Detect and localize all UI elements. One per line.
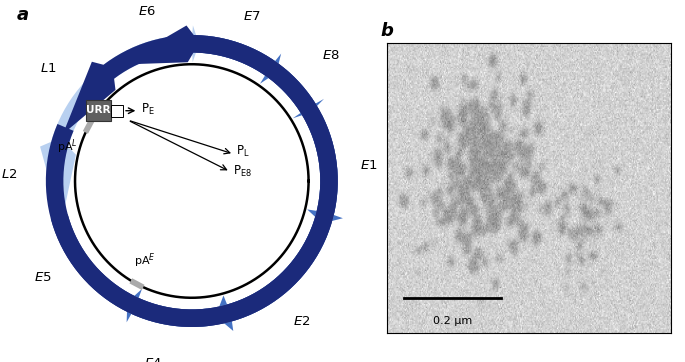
Text: a: a: [16, 6, 29, 24]
Bar: [112, 105, 123, 117]
Text: $\it{E7}$: $\it{E7}$: [243, 10, 260, 23]
Text: pA$^E$: pA$^E$: [134, 252, 156, 270]
Text: URR: URR: [86, 105, 111, 114]
Text: 0.2 μm: 0.2 μm: [433, 316, 472, 326]
Text: $\it{E2}$: $\it{E2}$: [292, 315, 310, 328]
Text: P$_\mathrm{E}$: P$_\mathrm{E}$: [140, 102, 154, 117]
Text: P$_\mathrm{L}$: P$_\mathrm{L}$: [236, 144, 250, 159]
Text: P$_\mathrm{E8}$: P$_\mathrm{E8}$: [233, 164, 251, 179]
Polygon shape: [127, 289, 210, 327]
Text: $\it{E1}$: $\it{E1}$: [360, 159, 378, 172]
Bar: [129, 278, 145, 290]
Polygon shape: [206, 36, 281, 84]
Polygon shape: [306, 115, 343, 223]
Text: $\it{L1}$: $\it{L1}$: [40, 62, 56, 75]
Polygon shape: [51, 35, 338, 327]
Text: b: b: [380, 22, 393, 40]
Polygon shape: [216, 227, 328, 331]
Text: pA$^L$: pA$^L$: [58, 138, 78, 156]
Bar: [86, 100, 112, 121]
Text: $\it{E6}$: $\it{E6}$: [138, 5, 155, 18]
Polygon shape: [40, 35, 338, 327]
Text: $\it{E4}$: $\it{E4}$: [144, 357, 162, 362]
Text: $\it{E8}$: $\it{E8}$: [322, 50, 340, 63]
Polygon shape: [46, 25, 338, 327]
Text: $\it{E5}$: $\it{E5}$: [34, 272, 51, 285]
Polygon shape: [130, 25, 199, 64]
Polygon shape: [275, 69, 324, 118]
Text: $\it{L2}$: $\it{L2}$: [1, 168, 18, 181]
Bar: [83, 119, 95, 134]
